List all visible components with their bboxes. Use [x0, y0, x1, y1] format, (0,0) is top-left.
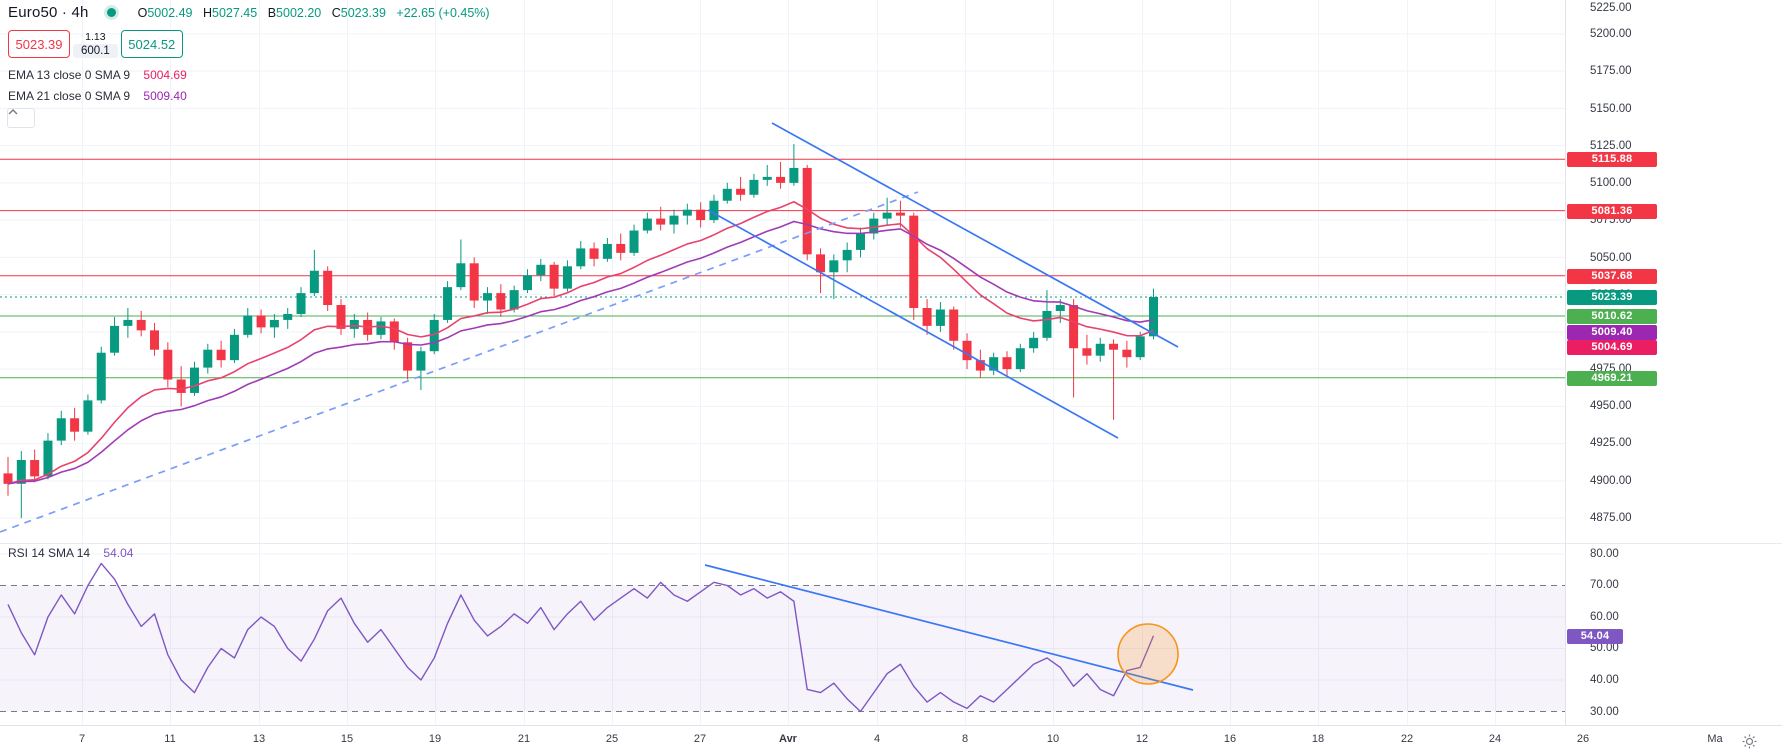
rsi-label: RSI 14 SMA 14 [8, 546, 91, 560]
price-tick-label: 5050.00 [1590, 252, 1632, 264]
time-axis-label: 10 [1046, 733, 1060, 745]
price-tick-label: 4950.00 [1590, 400, 1632, 412]
indicator-legend-ema13[interactable]: EMA 13 close 0 SMA 9 5004.69 [8, 68, 187, 82]
spread-value: 1.13 [85, 31, 106, 43]
lot-size-value[interactable]: 600.1 [73, 44, 118, 58]
rsi-tick-label: 50.00 [1590, 642, 1619, 654]
rsi-tick-label: 80.00 [1590, 548, 1619, 560]
price-level-tag: 5115.88 [1567, 151, 1657, 167]
chevron-up-icon [8, 109, 18, 115]
rsi-trendline[interactable] [704, 564, 1194, 691]
time-axis-label: 12 [1135, 733, 1149, 745]
rsi-tick-label: 30.00 [1590, 706, 1619, 718]
time-axis-label: Ma [1707, 733, 1723, 745]
ema13-label: EMA 13 close 0 SMA 9 [8, 68, 131, 82]
price-tick-label: 5150.00 [1590, 103, 1632, 115]
time-axis-label: 4 [873, 733, 881, 745]
time-axis-label: 7 [78, 733, 86, 745]
symbol-title: Euro50 · 4h [8, 4, 89, 21]
trendline-drawings[interactable] [0, 122, 1179, 533]
price-tick-label: 5200.00 [1590, 28, 1632, 40]
symbol-legend[interactable]: Euro50 · 4h O5002.49 H5027.45 B5002.20 C… [8, 4, 490, 21]
time-axis-label: 19 [428, 733, 442, 745]
ohlc-values: O5002.49 H5027.45 B5002.20 C5023.39 +22.… [138, 6, 490, 20]
rsi-line [7, 562, 1155, 713]
price-tick-label: 4925.00 [1590, 437, 1632, 449]
spread-widget: 1.13 600.1 [73, 31, 118, 58]
indicator-legend-rsi[interactable]: RSI 14 SMA 14 54.04 [8, 546, 133, 560]
grid-lines [0, 0, 1565, 725]
time-axis-label: 11 [164, 733, 176, 745]
market-open-dot-icon [106, 8, 116, 17]
price-level-tag: 5010.62 [1567, 308, 1657, 324]
buy-sell-widget: 5023.39 1.13 600.1 5024.52 [8, 30, 183, 58]
close-value: 5023.39 [340, 5, 386, 20]
ema21-label: EMA 21 close 0 SMA 9 [8, 89, 131, 103]
rsi-tick-label: 40.00 [1590, 674, 1619, 686]
time-axis-label: 21 [517, 733, 531, 745]
descending-channel-upper [771, 122, 1179, 348]
collapse-indicators-button[interactable] [7, 108, 35, 128]
price-tick-label: 5175.00 [1590, 65, 1632, 77]
price-tick-label: 4875.00 [1590, 512, 1632, 524]
time-axis-label: 18 [1311, 733, 1325, 745]
high-value: 5027.45 [212, 5, 258, 20]
rsi-value: 54.04 [103, 546, 134, 560]
time-axis-label: 15 [340, 733, 354, 745]
price-level-tag: 5037.68 [1567, 268, 1657, 284]
rsi-tick-label: 70.00 [1590, 579, 1619, 591]
ema21-line [7, 220, 1154, 485]
open-value: 5002.49 [147, 5, 193, 20]
ema21-value: 5009.40 [143, 89, 187, 103]
ema13-value: 5004.69 [143, 68, 187, 82]
price-level-tag: 5081.36 [1567, 203, 1657, 219]
low-label: B [267, 5, 277, 20]
indicator-legend-ema21[interactable]: EMA 21 close 0 SMA 9 5009.40 [8, 89, 187, 103]
time-axis-label: 13 [252, 733, 266, 745]
price-tick-label: 4900.00 [1590, 475, 1632, 487]
open-label: O [137, 5, 148, 20]
sell-button[interactable]: 5023.39 [8, 30, 70, 58]
highlight-circle-drawing[interactable] [1117, 623, 1179, 685]
pane-separator[interactable] [0, 543, 1782, 544]
gear-icon [1742, 734, 1757, 749]
high-label: H [203, 5, 213, 20]
close-label: C [331, 5, 341, 20]
low-value: 5002.20 [276, 5, 322, 20]
time-axis-label: Avr [779, 733, 797, 745]
time-axis-label: 22 [1400, 733, 1414, 745]
descending-channel-lower [707, 209, 1119, 439]
price-level-tag: 5004.69 [1567, 339, 1657, 355]
price-tick-label: 5100.00 [1590, 177, 1632, 189]
change-value: +22.65 (+0.45%) [396, 5, 490, 20]
price-tick-label: 5225.00 [1590, 2, 1632, 14]
time-axis-border [0, 725, 1782, 726]
time-axis-label: 26 [1576, 733, 1590, 745]
candlesticks [3, 144, 1159, 519]
rsi-tick-label: 60.00 [1590, 611, 1619, 623]
ema13-line [7, 200, 1154, 485]
time-axis-label: 25 [605, 733, 619, 745]
time-axis-label: 16 [1223, 733, 1237, 745]
price-tick-label: 5125.00 [1590, 140, 1632, 152]
price-level-tag: 5009.40 [1567, 324, 1657, 340]
time-axis-label: 24 [1488, 733, 1502, 745]
rsi-value-tag: 54.04 [1567, 628, 1623, 644]
price-axis-border [1565, 0, 1566, 725]
price-level-tag: 4969.21 [1567, 370, 1657, 386]
rsi-band [0, 585, 1565, 712]
time-axis-label: 8 [961, 733, 969, 745]
buy-button[interactable]: 5024.52 [120, 30, 183, 58]
time-axis-label: 27 [693, 733, 707, 745]
price-level-tag: 5023.39 [1567, 289, 1657, 305]
